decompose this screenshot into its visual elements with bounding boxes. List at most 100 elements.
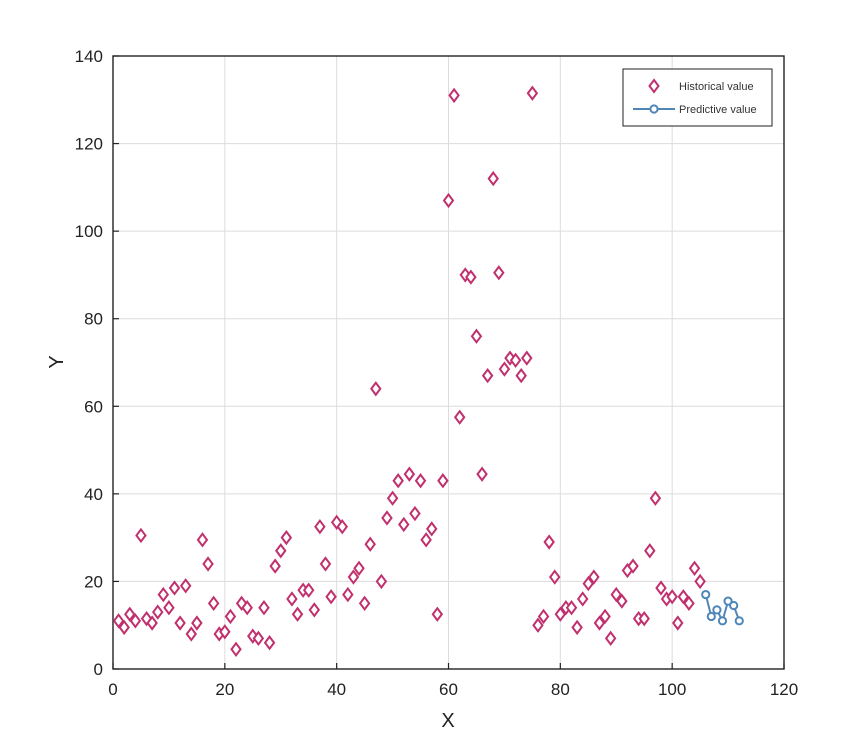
historical-point xyxy=(157,586,170,603)
historical-point xyxy=(437,473,449,489)
x-tick-label: 60 xyxy=(439,680,458,699)
legend-label-predictive: Predictive value xyxy=(679,104,757,116)
predictive-point xyxy=(712,605,722,615)
historical-point xyxy=(314,519,326,535)
historical-point xyxy=(358,595,371,611)
y-axis-title: Y xyxy=(46,355,68,368)
historical-point xyxy=(129,613,142,629)
historical-point xyxy=(425,521,438,537)
historical-point xyxy=(174,615,186,631)
historical-point xyxy=(688,560,701,576)
historical-point xyxy=(537,608,550,625)
predictive-point xyxy=(734,616,744,626)
historical-point xyxy=(118,619,130,636)
historical-point xyxy=(207,595,220,611)
historical-point xyxy=(124,606,136,622)
x-tick-label: 20 xyxy=(215,680,234,699)
legend-box xyxy=(622,68,773,127)
historical-point xyxy=(554,606,567,622)
predictive-point xyxy=(706,611,716,622)
y-tick-label: 20 xyxy=(84,572,103,591)
historical-point xyxy=(258,600,270,616)
historical-point xyxy=(224,608,237,625)
historical-point xyxy=(280,529,293,546)
historical-point xyxy=(185,626,198,642)
historical-point xyxy=(593,615,606,631)
historical-point xyxy=(196,532,209,548)
historical-point xyxy=(403,466,416,482)
historical-point xyxy=(588,569,600,585)
grid-lines xyxy=(113,56,784,669)
predictive-point xyxy=(701,589,711,600)
historical-point xyxy=(112,613,125,629)
historical-point xyxy=(644,543,656,559)
historical-point xyxy=(392,473,404,489)
historical-point xyxy=(202,556,214,572)
historical-point xyxy=(548,569,561,585)
historical-point xyxy=(353,560,365,576)
historical-point xyxy=(135,527,147,544)
historical-point xyxy=(610,586,622,603)
historical-point xyxy=(191,615,203,631)
historical-point xyxy=(381,510,393,526)
historical-point xyxy=(375,573,388,590)
historical-point xyxy=(576,591,589,607)
historical-point xyxy=(476,466,488,482)
historical-point xyxy=(498,361,511,377)
historical-point xyxy=(683,595,695,611)
y-tick-label: 40 xyxy=(84,485,103,504)
historical-point xyxy=(604,630,617,647)
historical-point xyxy=(470,328,483,344)
x-tick-label: 80 xyxy=(551,680,570,699)
historical-point xyxy=(269,558,281,574)
y-tick-label: 0 xyxy=(94,660,103,679)
historical-point xyxy=(599,608,611,625)
historical-point xyxy=(649,490,662,506)
historical-point xyxy=(146,615,158,631)
historical-point xyxy=(263,635,276,651)
historical-point xyxy=(638,610,650,627)
historical-point xyxy=(521,350,533,366)
historical-point xyxy=(672,615,684,631)
historical-point xyxy=(543,534,555,550)
legend-marker-predictive xyxy=(649,104,659,114)
historical-point xyxy=(532,617,544,633)
series-1 xyxy=(701,589,744,626)
historical-point xyxy=(151,604,164,620)
historical-point xyxy=(409,505,421,522)
x-tick-label: 120 xyxy=(770,680,798,699)
historical-point xyxy=(336,519,349,535)
y-tick-label: 100 xyxy=(75,222,103,241)
series-0 xyxy=(112,85,706,657)
historical-point xyxy=(481,367,494,384)
legend: Historical value Predictive value xyxy=(622,68,773,127)
historical-point xyxy=(465,269,477,285)
historical-point xyxy=(398,516,410,533)
historical-point xyxy=(163,600,175,616)
x-tick-label: 0 xyxy=(108,680,117,699)
x-tick-label: 40 xyxy=(327,680,346,699)
historical-point xyxy=(386,490,399,506)
historical-point xyxy=(168,580,181,596)
y-tick-label: 140 xyxy=(75,47,103,66)
historical-point xyxy=(565,600,578,616)
historical-point xyxy=(319,556,332,572)
historical-point xyxy=(370,381,382,397)
historical-point xyxy=(526,85,539,101)
historical-point xyxy=(325,589,337,605)
y-tick-label: 60 xyxy=(84,397,103,416)
historical-point xyxy=(241,600,253,616)
historical-point xyxy=(291,606,304,622)
historical-point xyxy=(627,558,639,574)
legend-label-historical: Historical value xyxy=(679,81,754,93)
historical-point xyxy=(493,265,505,281)
historical-point xyxy=(179,578,192,594)
historical-point xyxy=(582,575,595,592)
historical-point xyxy=(655,580,667,596)
y-tick-label: 80 xyxy=(84,310,103,329)
historical-point xyxy=(414,473,427,489)
historical-point xyxy=(442,192,455,209)
historical-point xyxy=(677,589,690,605)
historical-point xyxy=(571,619,583,636)
